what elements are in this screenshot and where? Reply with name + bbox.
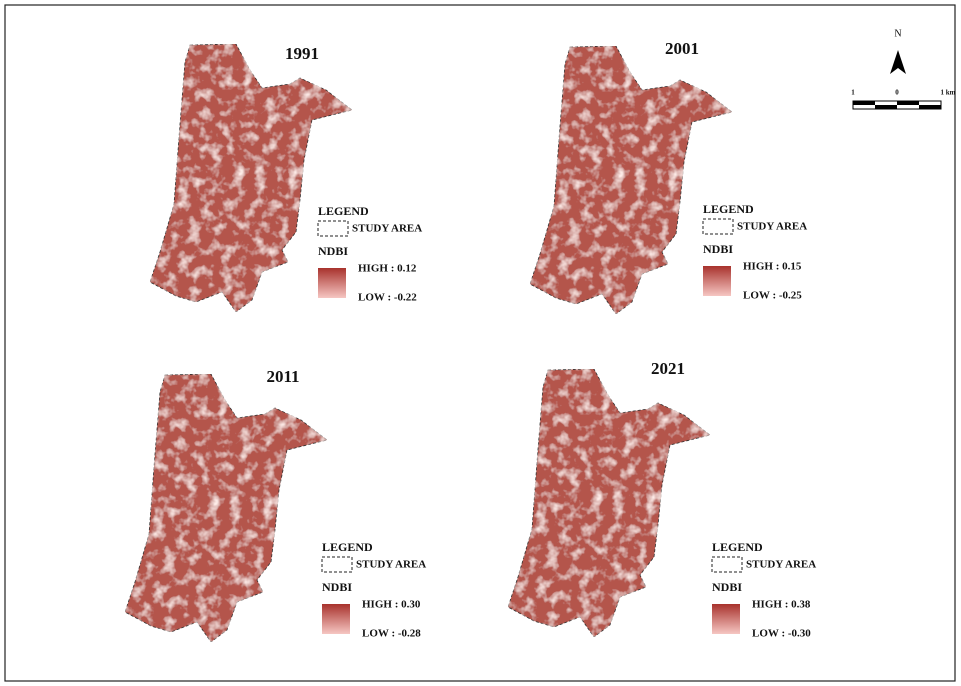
legend-study-area: STUDY AREA	[356, 559, 426, 571]
legend-study-area: STUDY AREA	[737, 221, 807, 233]
legend-low: LOW : -0.28	[362, 628, 421, 640]
legend-study-area: STUDY AREA	[746, 559, 816, 571]
legend-index: NDBI	[703, 242, 733, 256]
north-arrow: N	[890, 28, 906, 74]
legend-title: LEGEND	[712, 540, 763, 554]
legend-swatch-study-area	[712, 557, 742, 572]
legend-gradient	[703, 266, 731, 296]
legend-gradient	[712, 604, 740, 634]
map-panel: 2011 LEGEND STUDY AREA NDBI HIGH : 0.30 LOW :…	[125, 367, 426, 642]
study-area-map	[125, 374, 327, 642]
legend-index: NDBI	[712, 580, 742, 594]
scale-label: 0	[895, 89, 899, 97]
legend-swatch-study-area	[322, 557, 352, 572]
legend-high: HIGH : 0.38	[752, 599, 811, 611]
legend-study-area: STUDY AREA	[352, 223, 422, 235]
scale-label: 1 km	[941, 89, 956, 97]
legend-high: HIGH : 0.30	[362, 599, 421, 611]
legend-high: HIGH : 0.15	[743, 261, 802, 273]
scale-bar: 1 0 1 km	[851, 89, 955, 109]
legend-low: LOW : -0.30	[752, 628, 811, 640]
map-figure: N 1 0 1 km 1991 LEGEND STUDY AREA NDBI HIGH …	[0, 0, 961, 686]
legend-index: NDBI	[318, 244, 348, 258]
legend-index: NDBI	[322, 580, 352, 594]
map-panel: 2021 LEGEND STUDY AREA NDBI HIGH : 0.38 LOW :…	[508, 359, 816, 640]
study-area-map	[508, 369, 710, 637]
study-area-map	[530, 46, 732, 314]
legend-swatch-study-area	[318, 221, 348, 236]
legend-title: LEGEND	[318, 204, 369, 218]
map-panel: 1991 LEGEND STUDY AREA NDBI HIGH : 0.12 LOW :…	[150, 44, 422, 312]
year-title: 2021	[651, 359, 685, 378]
legend-low: LOW : -0.22	[358, 292, 417, 304]
map-panel: 2001 LEGEND STUDY AREA NDBI HIGH : 0.15 LOW :…	[530, 39, 807, 314]
legend-gradient	[322, 604, 350, 634]
scale-label: 1	[851, 89, 855, 97]
legend-title: LEGEND	[703, 202, 754, 216]
legend-gradient	[318, 268, 346, 298]
legend-swatch-study-area	[703, 219, 733, 234]
year-title: 2001	[665, 39, 699, 58]
legend-high: HIGH : 0.12	[358, 263, 417, 275]
year-title: 1991	[285, 44, 319, 63]
legend-low: LOW : -0.25	[743, 290, 802, 302]
north-label: N	[894, 28, 901, 39]
legend-title: LEGEND	[322, 540, 373, 554]
year-title: 2011	[266, 367, 299, 386]
